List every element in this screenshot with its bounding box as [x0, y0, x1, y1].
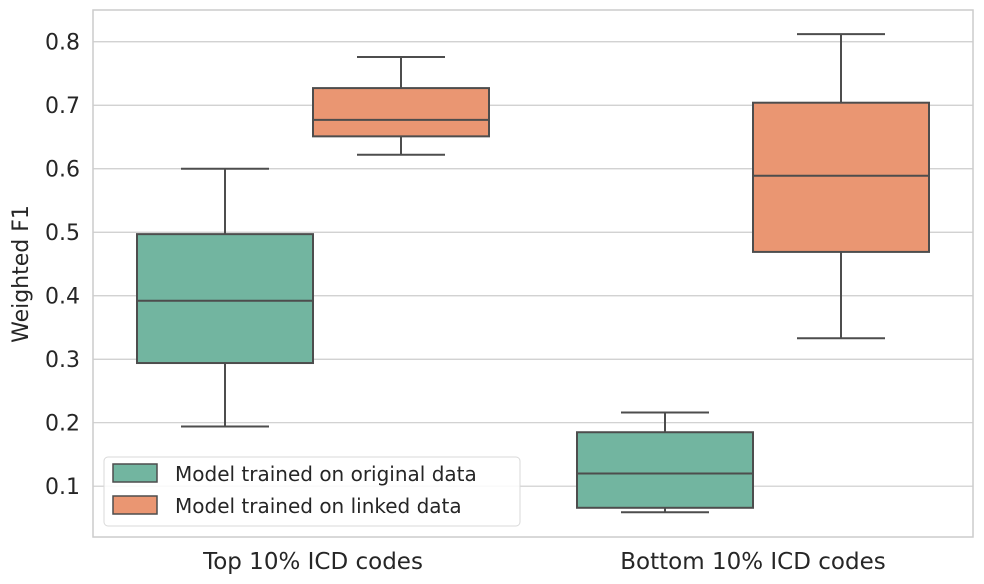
x-tick-label: Top 10% ICD codes: [202, 549, 423, 575]
legend-swatch-original: [112, 463, 158, 483]
legend-label-original: Model trained on original data: [175, 462, 477, 486]
box-group: [576, 411, 754, 514]
legend-frame: [103, 456, 521, 527]
y-axis-ticks: 0.1 0.2 0.3 0.4 0.5 0.6 0.7 0.8: [45, 31, 80, 500]
x-tick-label: Bottom 10% ICD codes: [620, 549, 885, 575]
legend-swatch-linked: [112, 495, 158, 515]
box-group: [752, 33, 930, 340]
legend-label-linked: Model trained on linked data: [175, 494, 462, 518]
y-tick-label: 0.8: [45, 31, 80, 56]
box-group: [136, 167, 314, 428]
box-body: [136, 233, 314, 365]
plot-frame: [92, 9, 974, 538]
box-group: [312, 55, 490, 156]
y-axis-title: Weighted F1: [9, 205, 34, 343]
y-tick-label: 0.7: [45, 94, 80, 119]
y-tick-label: 0.4: [45, 285, 80, 310]
y-tick-label: 0.3: [45, 348, 80, 373]
box-body: [576, 431, 754, 509]
legend: Model trained on original data Model tra…: [103, 456, 521, 527]
y-tick-label: 0.1: [45, 475, 80, 500]
box-series: [136, 33, 930, 514]
box-body: [312, 87, 490, 138]
x-axis-ticks: Top 10% ICD codes Bottom 10% ICD codes: [202, 549, 886, 575]
y-tick-label: 0.5: [45, 221, 80, 246]
y-tick-label: 0.2: [45, 412, 80, 437]
box-body: [752, 101, 930, 253]
y-tick-label: 0.6: [45, 158, 80, 183]
